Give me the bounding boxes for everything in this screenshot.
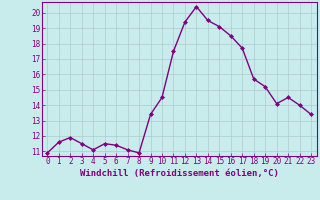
X-axis label: Windchill (Refroidissement éolien,°C): Windchill (Refroidissement éolien,°C): [80, 169, 279, 178]
